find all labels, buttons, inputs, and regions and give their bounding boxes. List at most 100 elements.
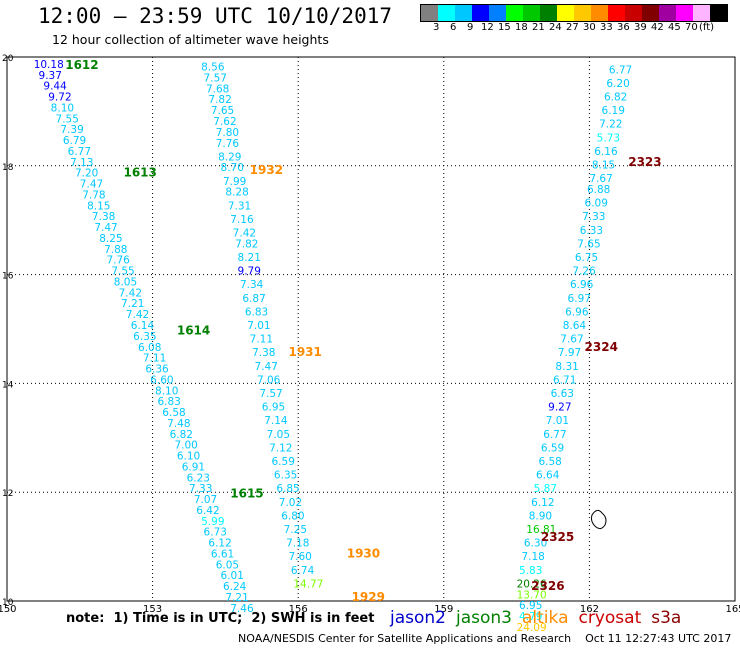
wave-height-label: 6.16 <box>594 146 618 158</box>
wave-height-label: 7.38 <box>92 211 115 223</box>
color-swatch <box>625 5 642 21</box>
wave-height-label: 7.16 <box>230 214 254 226</box>
color-scale-label: (ft) <box>699 22 715 33</box>
wave-height-label: 6.97 <box>568 293 591 305</box>
wave-height-label: 7.20 <box>75 168 98 180</box>
legend-item: s3a <box>651 608 682 628</box>
wave-height-label: 7.01 <box>546 415 569 427</box>
track-id-label: 1614 <box>177 323 210 337</box>
wave-height-label: 6.12 <box>208 538 231 550</box>
wave-height-label: 5.83 <box>519 565 542 577</box>
wave-height-label: 6.59 <box>272 456 295 468</box>
track-id-label: 1930 <box>347 546 380 560</box>
track-id-label: 1932 <box>250 163 283 177</box>
wave-height-label: 9.79 <box>238 266 261 278</box>
wave-height-label: 7.67 <box>560 334 583 346</box>
y-tick-label: 12 <box>2 489 13 499</box>
wave-height-label: 8.21 <box>238 252 261 264</box>
wave-height-label: 6.75 <box>575 252 598 264</box>
wave-height-label: 7.05 <box>267 429 290 441</box>
x-tick-label: 165 <box>725 604 740 615</box>
wave-height-label: 6.59 <box>541 442 564 454</box>
wave-height-label: 7.48 <box>167 418 190 430</box>
wave-height-label: 4.79 <box>519 611 542 623</box>
wave-height-label: 7.12 <box>269 442 292 454</box>
wave-height-label: 7.22 <box>599 119 622 131</box>
color-swatch <box>659 5 676 21</box>
wave-height-label: 7.38 <box>252 347 275 359</box>
y-tick-label: 16 <box>2 272 14 282</box>
wave-height-label: 7.14 <box>264 415 288 427</box>
wave-height-label: 7.02 <box>279 497 302 509</box>
wave-height-label: 7.57 <box>259 388 282 400</box>
wave-height-label: 6.96 <box>570 279 594 291</box>
wave-height-label: 20.26 <box>517 578 547 590</box>
color-swatch <box>608 5 625 21</box>
track-id-label: 2323 <box>628 155 661 169</box>
wave-height-label: 7.46 <box>230 603 254 615</box>
color-scale-label: 9 <box>467 22 474 33</box>
wave-height-label: 7.47 <box>94 222 117 234</box>
wave-height-label: 8.90 <box>529 510 552 522</box>
wave-height-label: 7.68 <box>206 83 229 95</box>
track-id-label: 2325 <box>541 530 574 544</box>
wave-height-label: 7.26 <box>572 266 596 278</box>
wave-height-label: 6.95 <box>519 600 542 612</box>
legend-item: jason2 <box>390 608 446 628</box>
color-swatch <box>455 5 472 21</box>
color-swatch <box>676 5 693 21</box>
page-title: 12:00 – 23:59 UTC 10/10/2017 <box>38 4 393 28</box>
track-id-label: 1612 <box>65 58 98 72</box>
wave-height-label: 7.33 <box>189 483 212 495</box>
wave-height-label: 6.83 <box>157 396 180 408</box>
track-id-label: 1929 <box>352 590 385 604</box>
y-tick-label: 10 <box>2 598 14 608</box>
color-swatch <box>557 5 574 21</box>
wave-height-label: 6.91 <box>182 461 205 473</box>
wave-height-label: 7.33 <box>582 211 605 223</box>
wave-height-label: 9.44 <box>43 81 67 93</box>
y-tick-label: 14 <box>2 380 14 390</box>
satellite-legend: jason2 jason3 altika cryosat s3a <box>390 608 691 628</box>
wave-height-label: 7.65 <box>211 105 234 117</box>
wave-height-label: 8.56 <box>201 62 225 74</box>
wave-height-label: 6.83 <box>245 306 268 318</box>
wave-height-label: 9.37 <box>39 70 62 82</box>
color-scale-bar <box>420 4 728 22</box>
wave-height-label: 7.82 <box>208 94 231 106</box>
color-swatch <box>506 5 523 21</box>
wave-height-label: 7.65 <box>577 238 600 250</box>
wave-height-label: 7.57 <box>204 72 227 84</box>
wave-height-label: 5.99 <box>201 516 224 528</box>
wave-height-label: 5.73 <box>597 132 620 144</box>
wave-height-label: 7.55 <box>111 266 134 278</box>
wave-height-label: 7.21 <box>225 592 248 604</box>
wave-height-label: 6.09 <box>585 198 608 210</box>
wave-height-label: 8.25 <box>99 233 122 245</box>
wave-height-label: 6.71 <box>553 374 576 386</box>
wave-height-label: 6.12 <box>531 497 554 509</box>
wave-height-label: 7.88 <box>104 244 127 256</box>
wave-height-label: 7.00 <box>174 440 197 452</box>
track-id-label: 2324 <box>585 340 618 354</box>
wave-height-label: 7.47 <box>80 179 103 191</box>
wave-height-label: 6.33 <box>580 225 603 237</box>
wave-height-label: 7.80 <box>216 127 239 139</box>
wave-height-label: 7.11 <box>250 334 273 346</box>
wave-height-label: 7.21 <box>121 298 144 310</box>
legend-item: cryosat <box>578 608 642 628</box>
color-swatch <box>693 5 710 21</box>
wave-height-label: 6.96 <box>565 306 589 318</box>
wave-height-label: 6.24 <box>223 581 247 593</box>
wave-height-label: 6.05 <box>216 559 239 571</box>
wave-height-label: 9.27 <box>548 402 571 414</box>
color-scale-label: 18 <box>515 22 528 33</box>
wave-height-label: 7.42 <box>126 309 149 321</box>
wave-height-label: 6.63 <box>551 388 574 400</box>
wave-height-label: 6.88 <box>587 184 610 196</box>
wave-height-label: 13.70 <box>517 589 547 601</box>
wave-height-label: 6.36 <box>145 364 169 376</box>
color-swatch <box>540 5 557 21</box>
color-scale-label: 27 <box>566 22 579 33</box>
wave-height-label: 7.78 <box>82 189 105 201</box>
